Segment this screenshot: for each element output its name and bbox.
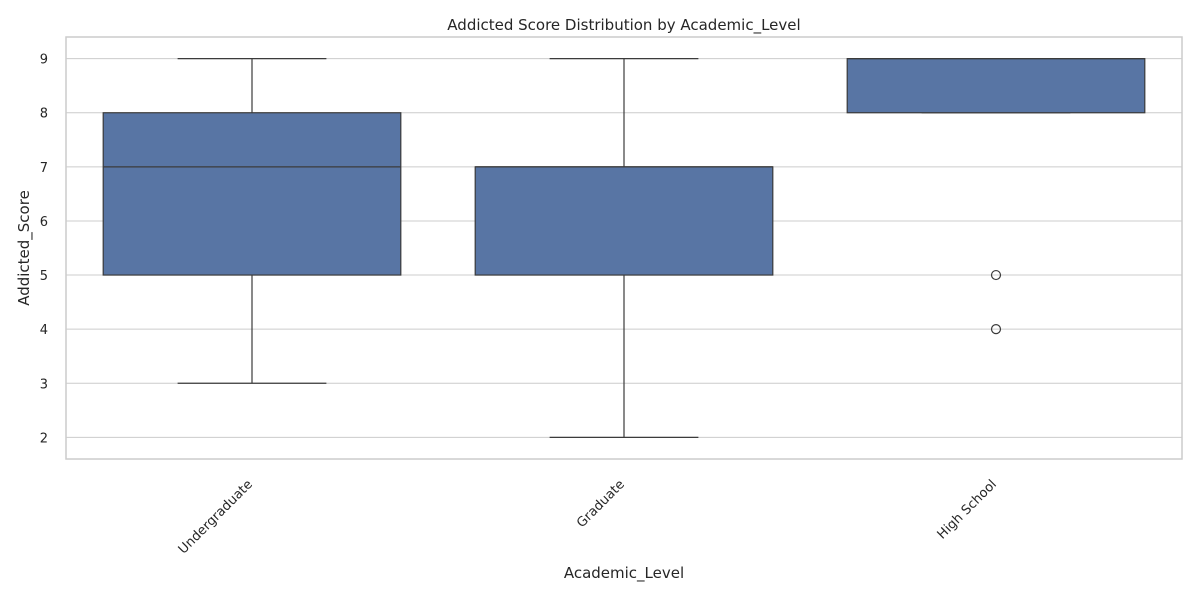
y-tick-label: 5 xyxy=(40,269,48,284)
y-tick-label: 7 xyxy=(40,161,48,176)
box-group xyxy=(474,58,774,438)
y-axis-label: Addicted_Score xyxy=(15,190,34,306)
box-group xyxy=(846,58,1146,335)
x-tick-label: Graduate xyxy=(574,477,628,531)
iqr-box xyxy=(102,112,402,276)
outlier-point xyxy=(990,269,1002,281)
x-tick-label: High School xyxy=(935,477,1000,542)
y-tick-label: 4 xyxy=(40,323,48,338)
y-tick-label: 8 xyxy=(40,107,48,122)
chart-title: Addicted Score Distribution by Academic_… xyxy=(447,16,800,35)
plot-frame xyxy=(65,36,1183,460)
iqr-box xyxy=(846,58,1146,114)
y-tick-labels: 2 3 4 5 6 7 8 9 xyxy=(40,53,48,447)
x-tick-label: Undergraduate xyxy=(176,477,256,557)
y-tick-label: 3 xyxy=(40,377,48,392)
box-group xyxy=(102,58,402,384)
y-tick-label: 9 xyxy=(40,53,48,68)
iqr-box xyxy=(474,166,774,276)
x-tick-labels: Undergraduate Graduate High School xyxy=(176,477,1000,557)
box-series xyxy=(102,58,1146,438)
x-axis-label: Academic_Level xyxy=(564,564,684,583)
y-tick-label: 2 xyxy=(40,431,48,446)
outlier-point xyxy=(990,324,1002,335)
y-tick-label: 6 xyxy=(40,215,48,230)
